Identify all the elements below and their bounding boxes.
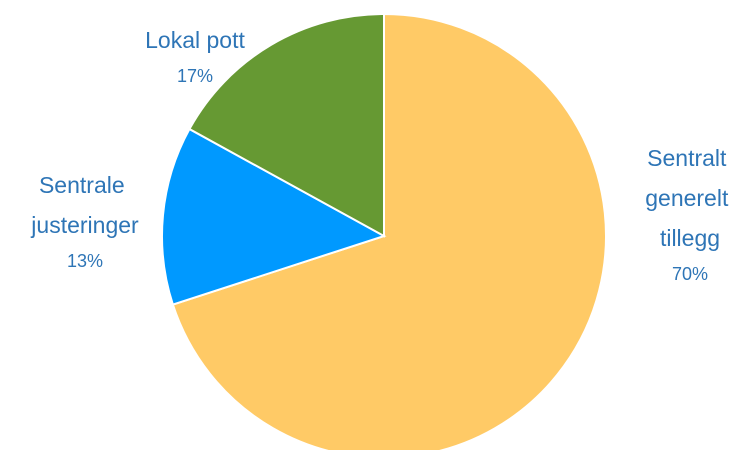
pie-slice [161, 127, 387, 306]
slice-value-label: 13% [67, 251, 103, 271]
slice-value-label: 70% [672, 264, 708, 284]
pie-slice [171, 12, 607, 455]
slice-value-label: 17% [177, 66, 213, 86]
slice-label: Sentralt generelt tillegg [645, 145, 735, 251]
slice-label: Sentrale justeringer [30, 172, 139, 238]
slice-label: Lokal pott [145, 27, 245, 53]
pie-slice [188, 12, 385, 238]
